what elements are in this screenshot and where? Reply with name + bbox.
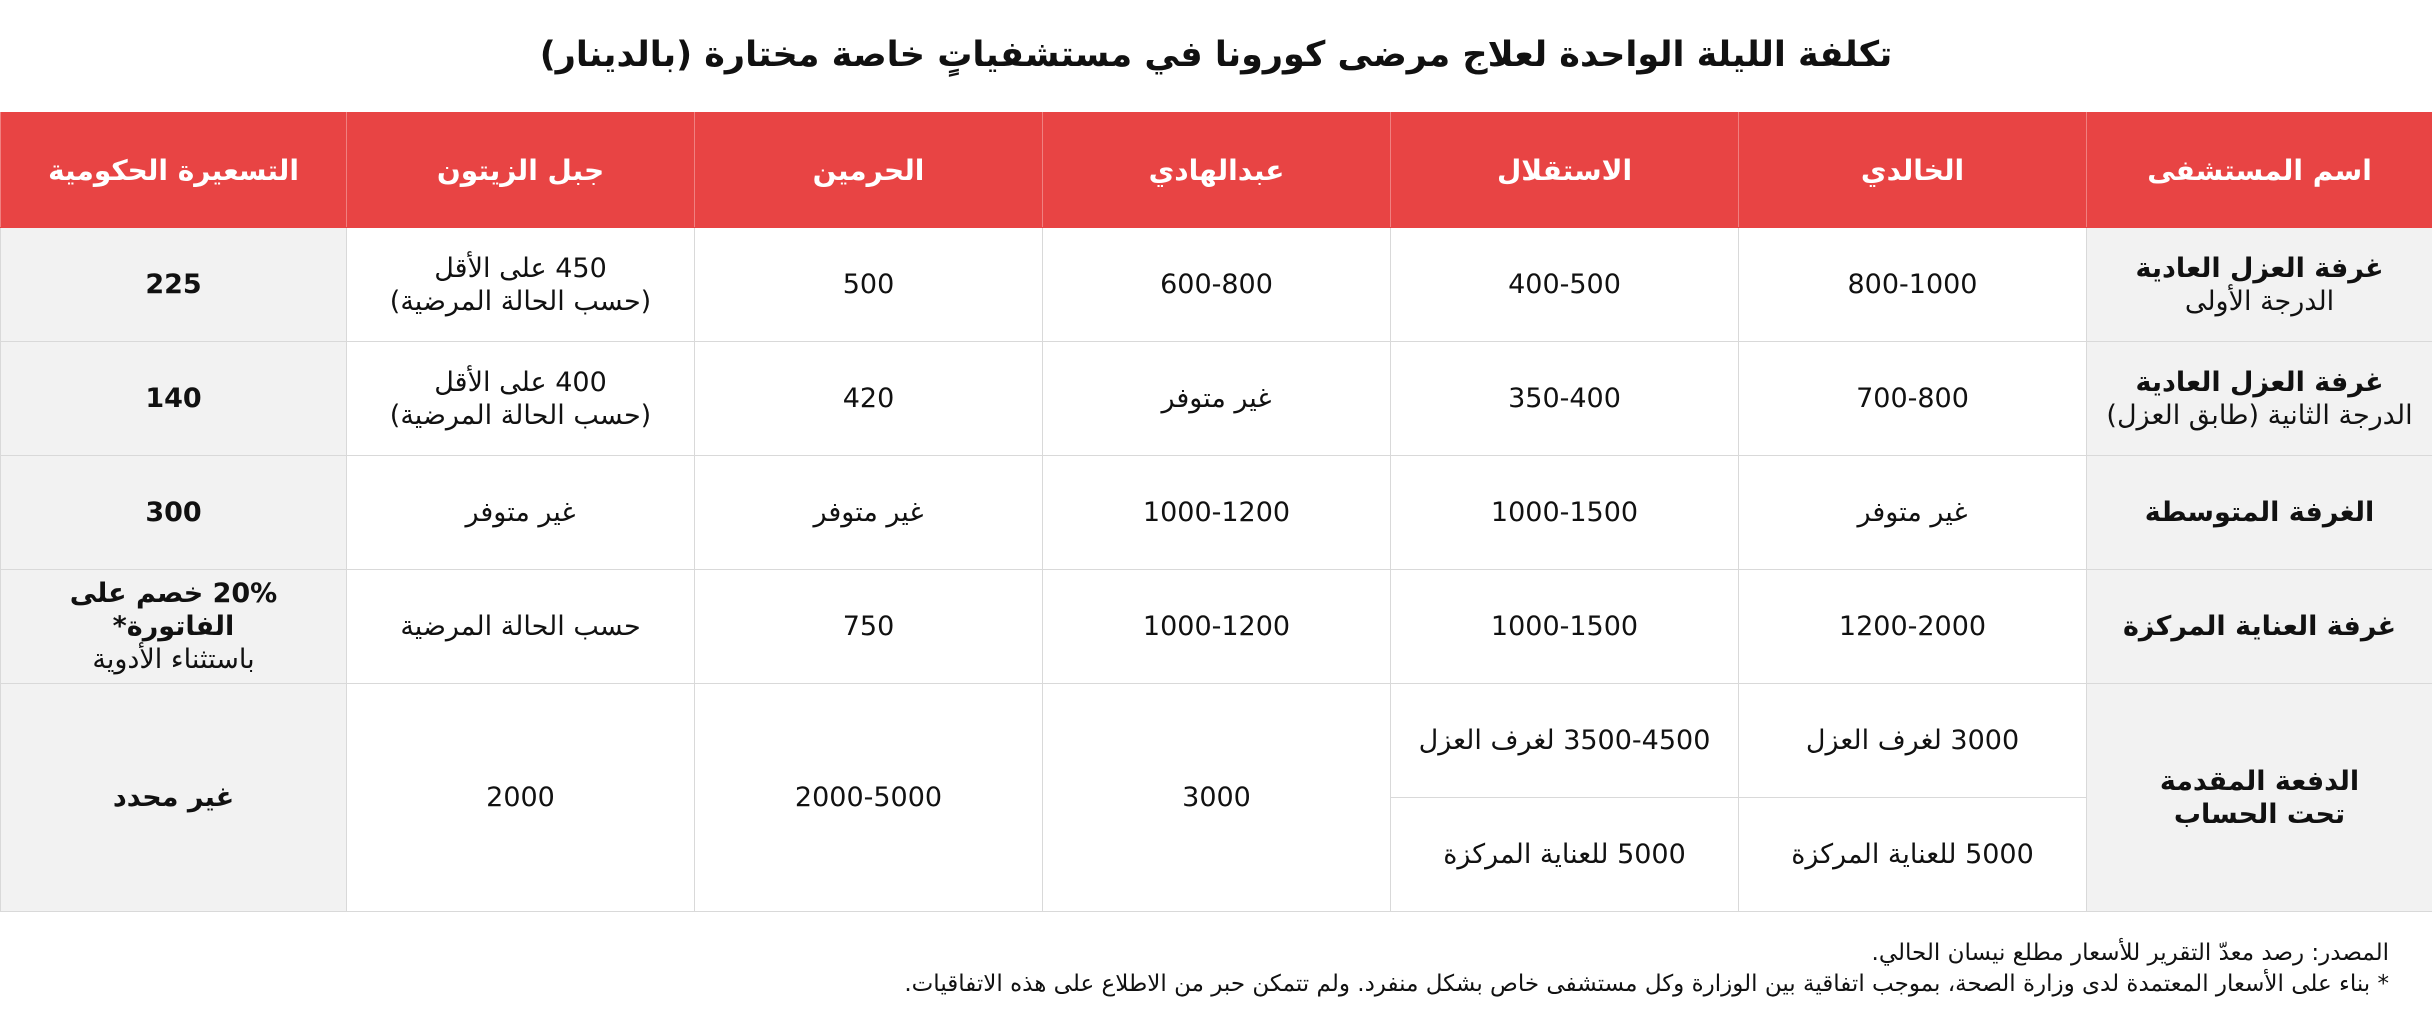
cell-abdulhadi: 600-800 [1042,227,1391,342]
row-label: الدفعة المقدمة تحت الحساب [2086,683,2432,912]
cell-khalidi: غير متوفر [1738,455,2087,570]
cell-line: 450 على الأقل [434,252,607,284]
cell-gov-price: 225 [0,227,347,342]
cell-khalidi: 1200-2000 [1738,569,2087,684]
cell-haramain: 750 [694,569,1043,684]
source-note: المصدر: رصد معدّ التقرير للأسعار مطلع ني… [1871,940,2389,966]
row-label: الغرفة المتوسطة [2086,455,2432,570]
cell-gov-price: غير محدد [0,683,347,912]
row-label: غرفة العناية المركزة [2086,569,2432,684]
gov-main: 20% خصم على الفاتورة* [69,578,278,642]
gov-sub: باستثناء الأدوية [92,644,255,675]
header-haramain: الحرمين [694,112,1043,228]
table-row: غرفة العزل العادية الدرجة الثانية (طابق … [0,341,2432,456]
header-hospital-name: اسم المستشفى [2086,112,2432,228]
cell-haramain: 420 [694,341,1043,456]
table-row: الدفعة المقدمة تحت الحساب 3000 لغرف العز… [0,683,2432,912]
cell-istiklal: 1000-1500 [1390,455,1739,570]
header-gov-price: التسعيرة الحكومية [0,112,347,228]
cell-khalidi-isolation: 3000 لغرف العزل [1738,683,2087,798]
cell-haramain: 2000-5000 [694,683,1043,912]
row-label: غرفة العزل العادية الدرجة الأولى [2086,227,2432,342]
cell-haramain: غير متوفر [694,455,1043,570]
cell-jabal-zaytoun: غير متوفر [346,455,695,570]
cell-istiklal-isolation: 3500-4500 لغرف العزل [1390,683,1739,798]
cell-khalidi-icu: 5000 للعناية المركزة [1738,797,2087,912]
row-label-main: غرفة العزل العادية [2135,366,2384,398]
cell-gov-price: 300 [0,455,347,570]
cell-jabal-zaytoun: 2000 [346,683,695,912]
row-label-sub: الدرجة الثانية (طابق العزل) [2106,399,2413,431]
header-row: اسم المستشفى الخالدي الاستقلال عبدالهادي… [0,112,2432,228]
row-label-line: تحت الحساب [2173,798,2346,830]
cell-istiklal: 400-500 [1390,227,1739,342]
page-title: تكلفة الليلة الواحدة لعلاج مرضى كورونا ف… [539,35,1893,75]
cell-line: (حسب الحالة المرضية) [389,285,652,317]
table-row: 5000 للعناية المركزة 5000 للعناية المركز… [1,797,2432,912]
row-label: غرفة العزل العادية الدرجة الثانية (طابق … [2086,341,2432,456]
cell-line: (حسب الحالة المرضية) [389,399,652,431]
row-label-sub: الدرجة الأولى [2184,285,2335,317]
cell-istiklal-icu: 5000 للعناية المركزة [1390,797,1739,912]
cell-jabal-zaytoun: حسب الحالة المرضية [346,569,695,684]
cell-istiklal: 1000-1500 [1390,569,1739,684]
cell-abdulhadi: غير متوفر [1042,341,1391,456]
cell-abdulhadi: 1000-1200 [1042,455,1391,570]
header-khalidi: الخالدي [1738,112,2087,228]
cell-abdulhadi: 3000 [1042,683,1391,912]
cost-table: اسم المستشفى الخالدي الاستقلال عبدالهادي… [0,112,2432,912]
table-row: غرفة العزل العادية الدرجة الأولى 800-100… [0,227,2432,342]
cell-istiklal: 350-400 [1390,341,1739,456]
cell-jabal-zaytoun: 450 على الأقل (حسب الحالة المرضية) [346,227,695,342]
cell-jabal-zaytoun: 400 على الأقل (حسب الحالة المرضية) [346,341,695,456]
cell-gov-price: 140 [0,341,347,456]
cell-abdulhadi: 1000-1200 [1042,569,1391,684]
cell-haramain: 500 [694,227,1043,342]
asterisk-note: * بناء على الأسعار المعتمدة لدى وزارة ال… [904,971,2389,997]
cell-khalidi: 800-1000 [1738,227,2087,342]
row-label-line: الدفعة المقدمة [2159,765,2360,797]
cell-gov-price: 20% خصم على الفاتورة* باستثناء الأدوية [0,569,347,684]
header-jabal-zaytoun: جبل الزيتون [346,112,695,228]
cell-khalidi: 700-800 [1738,341,2087,456]
table-row: غرفة العناية المركزة 1200-2000 1000-1500… [0,569,2432,684]
row-label-main: غرفة العزل العادية [2135,252,2384,284]
footnotes: المصدر: رصد معدّ التقرير للأسعار مطلع ني… [39,938,2389,1000]
header-abdulhadi: عبدالهادي [1042,112,1391,228]
table-row: الغرفة المتوسطة غير متوفر 1000-1500 1000… [0,455,2432,570]
cell-line: 400 على الأقل [434,366,607,398]
header-istiklal: الاستقلال [1390,112,1739,228]
